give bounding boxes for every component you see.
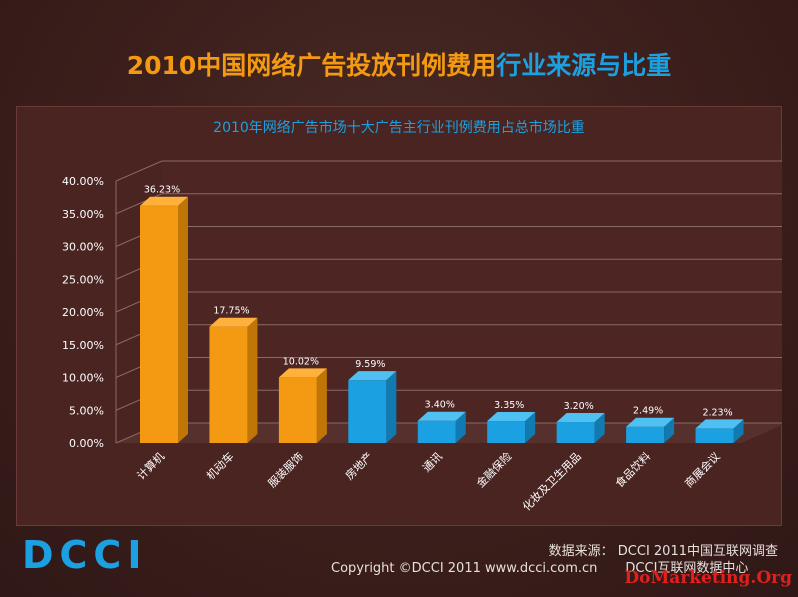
dcci-logo-text: DCCI — [22, 538, 147, 574]
bar-side — [455, 411, 466, 443]
y-tick-label: 30.00% — [62, 241, 104, 254]
watermark-text: DoMarketing.Org — [624, 568, 792, 588]
gridline — [115, 160, 782, 182]
x-category-label: 计算机 — [134, 449, 167, 482]
bar-top — [140, 196, 188, 206]
data-source-text: 数据来源： DCCI 2011中国互联网调查 — [548, 544, 778, 559]
bar-front — [209, 326, 248, 443]
bar-value-label: 3.35% — [494, 400, 524, 411]
bar-front — [487, 421, 526, 443]
chart-title: 2010年网络广告市场十大广告主行业刊例费用占总市场比重 — [213, 120, 585, 136]
bar-top — [348, 371, 397, 381]
bar-front — [278, 377, 317, 443]
bar-side — [178, 196, 188, 443]
bar-value-label: 17.75% — [213, 306, 249, 317]
y-tick-label: 40.00% — [62, 175, 104, 188]
x-category-label: 食品饮料 — [612, 449, 653, 490]
bar-top — [695, 419, 744, 429]
bar-side — [386, 371, 397, 443]
bar-top — [626, 417, 675, 427]
page-title: 2010中国网络广告投放刊例费用行业来源与比重 — [0, 46, 798, 82]
bar-side — [733, 419, 744, 443]
bar-top — [556, 413, 605, 423]
bar-side — [525, 412, 536, 443]
y-tick-label: 0.00% — [69, 437, 104, 450]
bar-front — [626, 426, 665, 443]
bar-value-label: 9.59% — [355, 359, 385, 370]
bar-side — [664, 417, 675, 443]
y-tick-label: 15.00% — [62, 339, 104, 352]
x-category-label: 机动车 — [203, 449, 236, 482]
bar-front — [348, 380, 387, 443]
bar-side — [247, 317, 258, 443]
x-category-label: 服装服饰 — [265, 449, 306, 490]
bar-value-label: 36.23% — [144, 185, 180, 196]
bar-front — [417, 420, 456, 443]
bar-value-label: 2.49% — [633, 406, 663, 417]
bar-value-label: 3.40% — [425, 400, 455, 411]
bar-top — [417, 411, 466, 421]
footer-line: Copyright ©DCCI 2011 www.dcci.com.cn DCCI… — [331, 557, 748, 576]
bar-front — [140, 205, 178, 443]
bar-side — [594, 413, 605, 443]
y-tick-label: 5.00% — [69, 404, 104, 417]
y-tick-label: 25.00% — [62, 273, 104, 286]
bar-top — [209, 317, 258, 327]
x-category-label: 通讯 — [420, 450, 445, 475]
y-tick-label: 35.00% — [62, 208, 104, 221]
bar-value-label: 3.20% — [564, 401, 594, 412]
bar-top — [487, 412, 536, 422]
gridline — [115, 193, 782, 215]
bar-value-label: 10.02% — [283, 356, 319, 367]
title-part-orange: 2010中国网络广告投放刊例费用 — [126, 51, 497, 80]
y-tick-label: 20.00% — [62, 306, 104, 319]
bar-front — [556, 422, 595, 443]
bar-top — [278, 368, 327, 378]
copyright-text: Copyright ©DCCI 2011 www.dcci.com.cn — [331, 561, 598, 576]
x-category-label: 化妆及卫生用品 — [519, 449, 583, 513]
bar-side — [316, 368, 327, 443]
x-category-label: 房地产 — [342, 449, 375, 482]
x-category-label: 商展会议 — [682, 449, 723, 490]
bar-value-label: 2.23% — [702, 407, 732, 418]
x-category-label: 金融保险 — [473, 449, 514, 490]
dcci-logo: DCCI — [22, 538, 147, 574]
y-tick-label: 10.00% — [62, 372, 104, 385]
bar-chart: 0.00% 5.00% 10.00% 15.00% 20.00% 25.00% 30.00%… — [62, 160, 782, 514]
title-part-blue: 行业来源与比重 — [496, 51, 672, 80]
data-center-text: DCCI互联网数据中心 — [625, 561, 749, 576]
bar-front — [695, 428, 734, 443]
